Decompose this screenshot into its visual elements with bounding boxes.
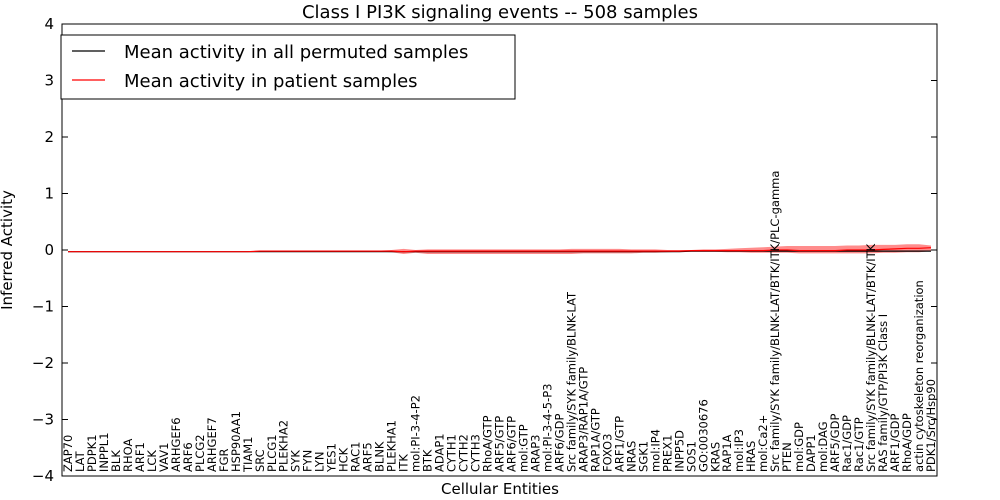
y-tick-label: −1	[32, 298, 54, 316]
category-label: RAC1	[349, 441, 363, 472]
y-tick-label: 2	[44, 128, 54, 146]
y-tick-label: −2	[32, 354, 54, 372]
category-label: ARF1/GTP	[612, 416, 626, 472]
category-label: mol:IP3	[732, 429, 746, 472]
y-axis-label: Inferred Activity	[0, 190, 16, 310]
category-label: Rac1/GDP	[840, 415, 854, 472]
category-label: ARF5/GDP	[828, 414, 842, 472]
category-label: BTK	[421, 449, 435, 472]
category-labels: ZAP70LATPDPK1INPPL1BLKRHOAARF1LCKVAV1ARH…	[61, 171, 938, 473]
category-label: SYK	[289, 450, 303, 472]
category-label: PLEKHA1	[385, 420, 399, 472]
plot-frame	[61, 23, 938, 477]
y-tick-label: 0	[44, 241, 54, 259]
category-label: NRAS	[624, 441, 638, 472]
category-label: INPP5D	[672, 430, 686, 472]
x-axis-label: Cellular Entities	[441, 480, 559, 498]
category-label: ARF5/GTP	[493, 416, 507, 472]
category-label: KRAS	[708, 442, 722, 472]
category-label: actin cytoskeleton reorganization	[912, 280, 926, 472]
category-label: ARF5	[361, 442, 375, 472]
category-label: PLEKHA2	[277, 420, 291, 472]
category-label: Src family/SYK family/BLNK-LAT/BTK/ITK/P…	[768, 171, 782, 472]
category-label: RhoA/GTP	[481, 415, 495, 472]
category-label: mol:PI-3-4-5-P3	[540, 384, 554, 472]
category-label: TIAM1	[241, 436, 255, 473]
y-tick-label: −4	[32, 467, 54, 485]
chart-title: Class I PI3K signaling events -- 508 sam…	[302, 2, 698, 23]
category-label: Src family/SYK family/BLNK-LAT/BTK/ITK	[864, 243, 878, 472]
category-label: ADAP1	[433, 433, 447, 472]
legend-label-patient: Mean activity in patient samples	[124, 71, 418, 92]
category-label: CYTH3	[469, 434, 483, 472]
category-label: mol:DAG	[816, 421, 830, 472]
series-layer	[68, 247, 932, 253]
category-label: PREX1	[660, 435, 674, 472]
category-label: DAPP1	[804, 434, 818, 472]
category-label: mol:Ca2+	[756, 415, 770, 472]
category-label: PDK1/Src/Hsp90	[924, 379, 938, 472]
category-label: SGK1	[636, 441, 650, 472]
y-tick-label: 3	[44, 72, 54, 90]
category-label: VAV1	[157, 443, 171, 472]
category-label: ARF1	[133, 442, 147, 472]
patient-range-band	[68, 244, 931, 254]
legend-label-permuted: Mean activity in all permuted samples	[124, 42, 468, 63]
category-label: SOS1	[684, 441, 698, 472]
category-label: RAP1A/GTP	[588, 408, 602, 472]
category-label: LYN	[313, 451, 327, 472]
category-label: mol:GTP	[517, 424, 531, 472]
category-label: RAP1A	[720, 434, 734, 472]
category-label: PLCG1	[265, 434, 279, 472]
category-label: YES1	[325, 443, 339, 473]
category-label: LCK	[145, 450, 159, 472]
category-label: LAT	[73, 450, 87, 472]
category-label: HSP90AA1	[229, 411, 243, 472]
category-label: ARHGEF7	[205, 417, 219, 472]
category-label: SRC	[253, 449, 267, 472]
category-label: BLK	[109, 450, 123, 472]
category-label: ITK	[397, 454, 411, 472]
category-label: INPPL1	[97, 432, 111, 472]
category-label: CYTH2	[457, 434, 471, 472]
category-label: mol:GDP	[792, 422, 806, 472]
category-label: mol:PI-3-4-P2	[409, 395, 423, 472]
legend-box	[60, 34, 516, 100]
category-label: BLNK	[373, 441, 387, 472]
category-label: PTEN	[780, 442, 794, 472]
category-label: HRAS	[744, 441, 758, 472]
category-label: FYN	[301, 450, 315, 472]
category-label: PLCG2	[193, 434, 207, 472]
category-label: HCK	[337, 447, 351, 472]
category-label: ARF6/GDP	[552, 414, 566, 472]
category-label: RAS family/GTP/PI3K Class I	[876, 314, 890, 472]
category-label: Src family/SYK family/BLNK-LAT	[564, 291, 578, 472]
category-label: GO:0030676	[696, 399, 710, 472]
category-label: ARF6/GTP	[505, 416, 519, 472]
category-label: RHOA	[121, 438, 135, 471]
category-label: ARAP3/RAP1A/GTP	[576, 367, 590, 472]
y-tick-label: 4	[44, 15, 54, 33]
legend: Mean activity in all permuted samples Me…	[60, 34, 516, 100]
y-tick-label: −3	[32, 411, 54, 429]
category-label: ZAP70	[61, 435, 75, 472]
category-label: ARF1/GDP	[888, 414, 902, 472]
band-layer	[68, 244, 931, 254]
category-label: ARF6	[181, 442, 195, 472]
category-label: PDPK1	[85, 434, 99, 472]
category-label: RhoA/GDP	[900, 413, 914, 472]
category-label: FGR	[217, 448, 231, 472]
category-label: FOXO3	[600, 434, 614, 472]
category-label: ARHGEF6	[169, 417, 183, 472]
patient-mean-line	[68, 247, 932, 253]
y-tick-label: 1	[44, 185, 54, 203]
category-label: mol:IP4	[648, 429, 662, 472]
category-label: CYTH1	[445, 434, 459, 472]
category-label: ARAP3	[529, 435, 543, 473]
category-label: Rac1/GTP	[852, 417, 866, 472]
